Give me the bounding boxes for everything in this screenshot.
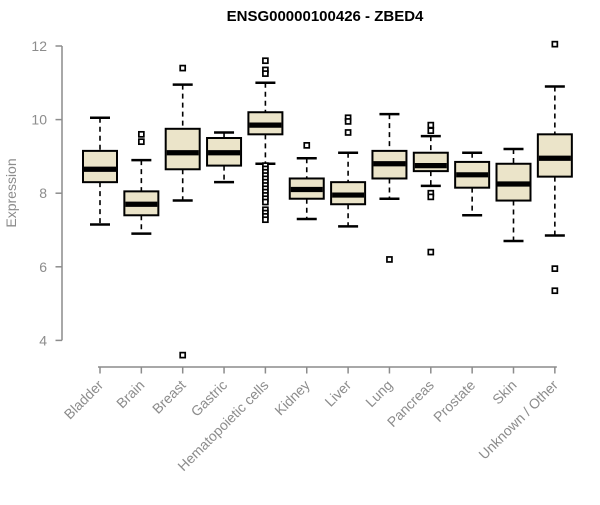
x-tick-label-breast: Breast xyxy=(149,377,189,417)
outlier-point-hematopoietic-cells xyxy=(262,216,269,224)
box-breast xyxy=(164,127,201,171)
outlier-point-unknown-other xyxy=(551,265,559,272)
outlier-point-hematopoietic-cells xyxy=(262,198,269,206)
outlier-point-pancreas xyxy=(427,121,435,129)
y-tick-label: 12 xyxy=(31,38,47,54)
outlier-point-pancreas xyxy=(427,193,435,201)
outlier-point-lung xyxy=(386,256,393,263)
box-unknown-other xyxy=(536,133,573,178)
outlier-point-unknown-other xyxy=(551,287,559,295)
outlier-point-brain xyxy=(138,130,145,138)
x-tick-label-lung: Lung xyxy=(362,377,395,410)
x-tick-label-kidney: Kidney xyxy=(271,377,313,419)
outlier-point-liver xyxy=(344,129,352,136)
y-tick-label: 4 xyxy=(39,332,47,348)
outlier-point-pancreas xyxy=(427,127,435,134)
outlier-point-pancreas xyxy=(427,248,435,256)
box-pancreas xyxy=(412,151,449,173)
box-bladder xyxy=(82,149,118,184)
y-tick-label: 6 xyxy=(39,259,47,275)
chart-title: ENSG00000100426 - ZBED4 xyxy=(227,8,424,25)
y-axis-label: Expression xyxy=(3,158,19,227)
outlier-point-hematopoietic-cells xyxy=(262,57,269,65)
x-tick-label-bladder: Bladder xyxy=(61,377,107,423)
outlier-point-breast xyxy=(179,351,187,359)
x-tick-label-brain: Brain xyxy=(113,377,147,411)
x-tick-label-skin: Skin xyxy=(489,377,520,408)
outlier-point-brain xyxy=(138,138,145,146)
outlier-point-breast xyxy=(179,64,187,72)
outlier-point-kidney xyxy=(303,142,311,149)
x-tick-label-prostate: Prostate xyxy=(430,377,478,425)
x-tick-label-liver: Liver xyxy=(321,377,354,410)
y-tick-label: 8 xyxy=(39,185,47,201)
outlier-point-liver xyxy=(344,118,352,125)
outlier-point-unknown-other xyxy=(551,40,559,48)
y-tick-label: 10 xyxy=(31,112,47,128)
outlier-point-hematopoietic-cells xyxy=(262,70,269,77)
